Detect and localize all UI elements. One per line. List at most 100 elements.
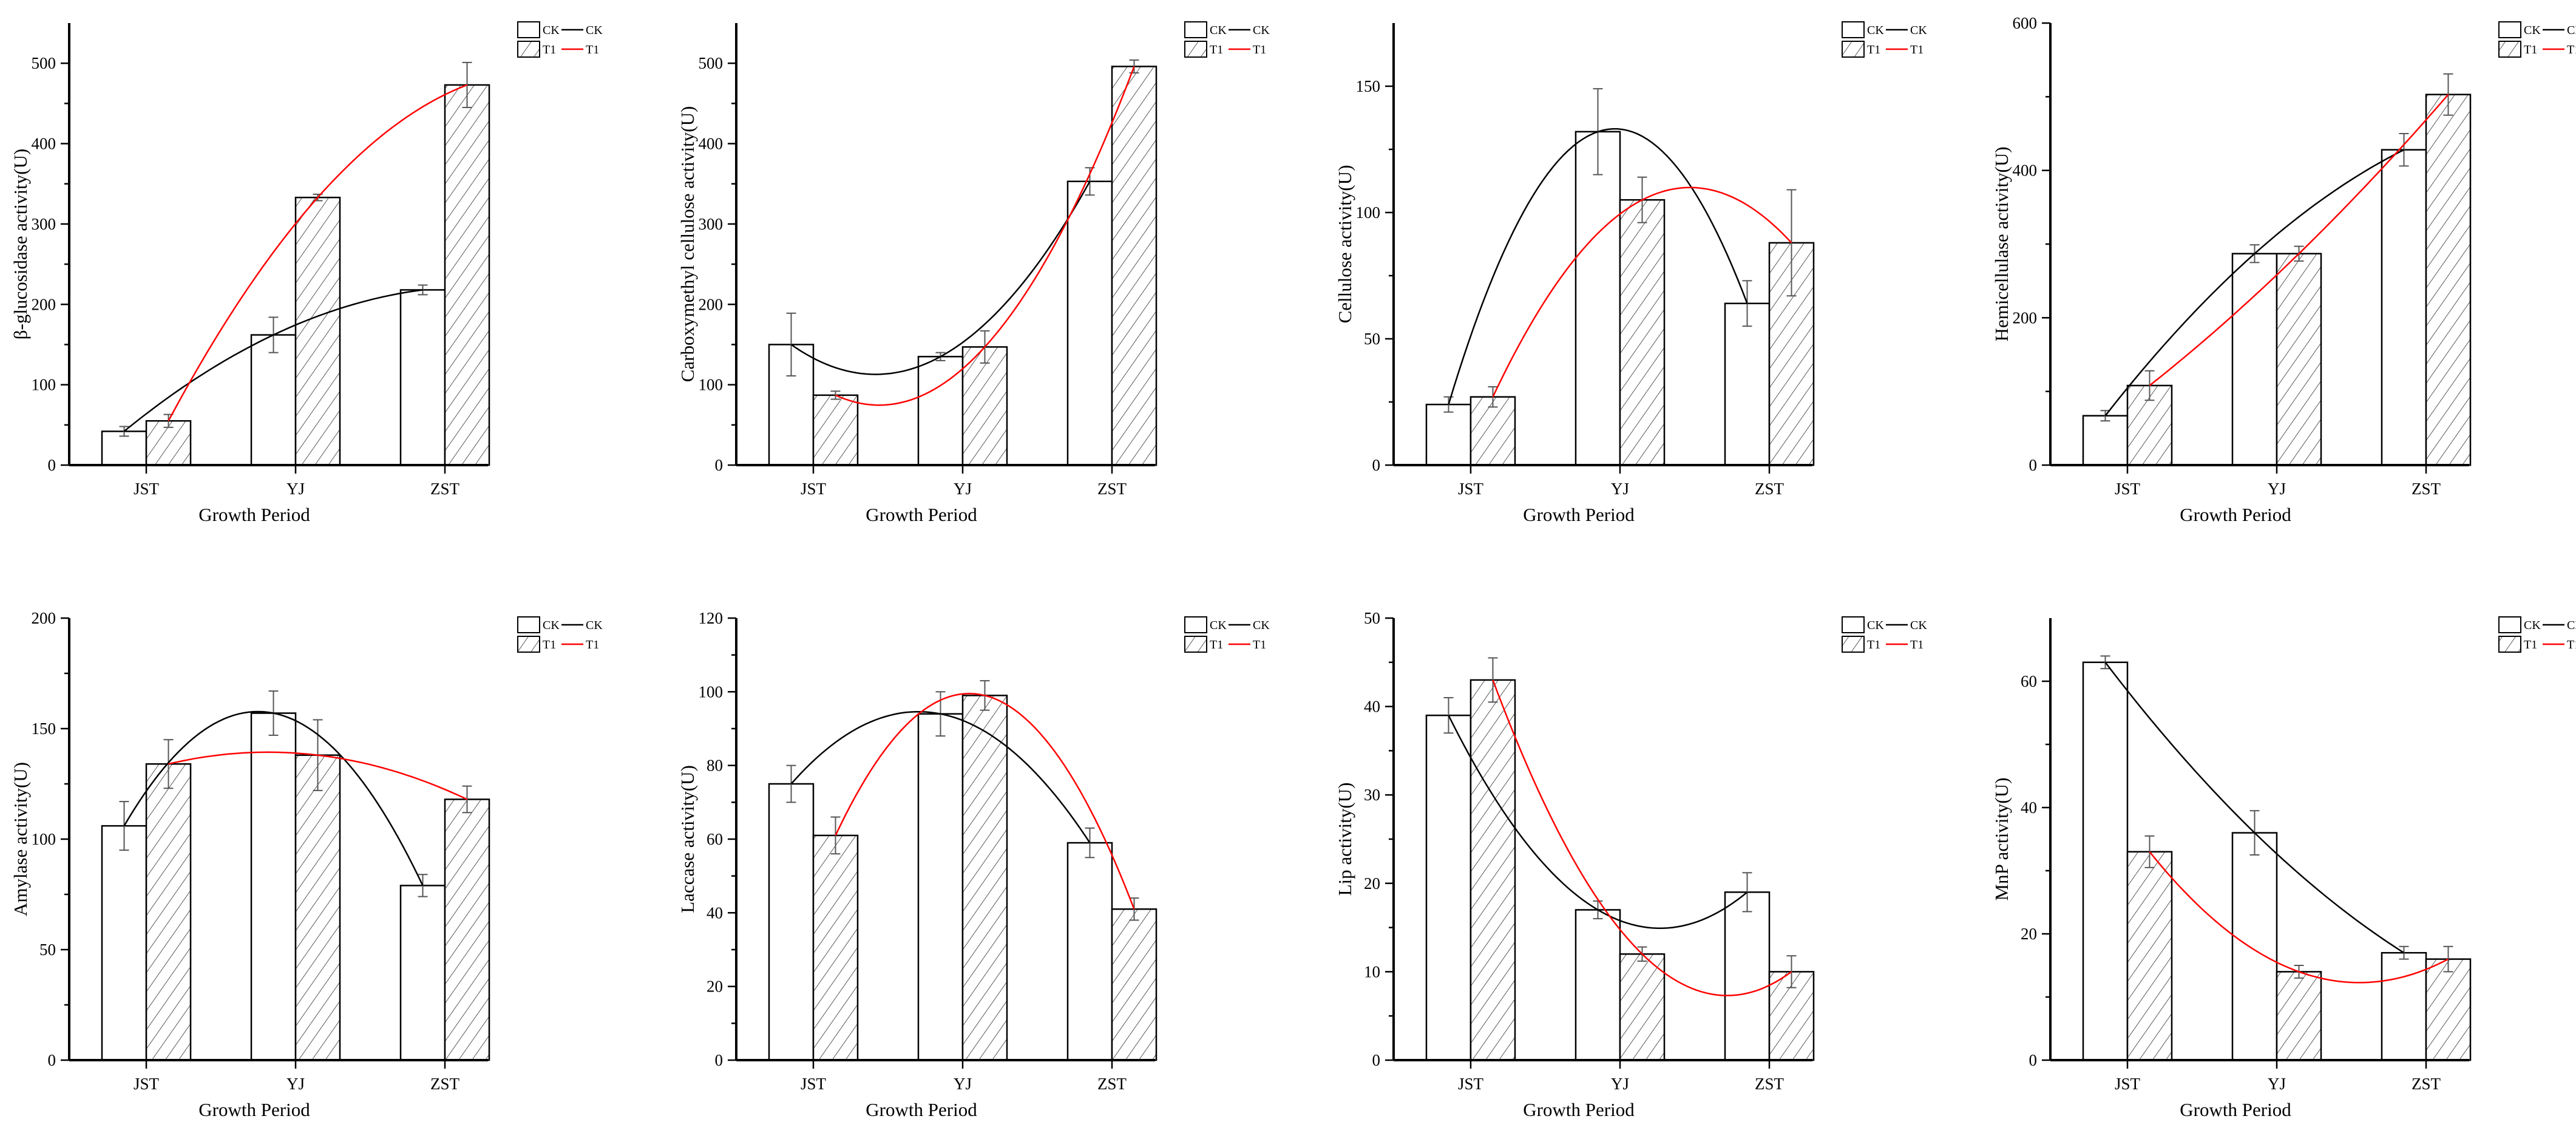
- y-tick-label: 200: [32, 609, 56, 627]
- bar-t1-zst: [1111, 908, 1158, 1061]
- chart-panel-7: 0 20 40 60 JST YJ ZST Growth Period MnP activity…: [1991, 616, 2576, 1120]
- error-bar-ck-zst: [2399, 133, 2409, 167]
- y-tick-label: 20: [1364, 874, 1380, 893]
- y-tick-label: 400: [699, 135, 724, 153]
- bar-t1-zst: [444, 84, 490, 466]
- legend: CK CK T1 T1: [1842, 21, 1927, 58]
- error-bar-t1-jst: [163, 739, 174, 789]
- legend-line-label: T1: [586, 638, 599, 652]
- error-bar-t1-zst: [2443, 73, 2453, 116]
- legend-bar-label: T1: [2524, 638, 2537, 652]
- legend-swatch-t1: [1842, 636, 1865, 653]
- chart-panel-3: 0 200 400 600 JST YJ ZST Growth Period Hemicellu…: [1991, 14, 2576, 525]
- x-axis-label: Growth Period: [1523, 504, 1635, 525]
- legend-line-label: CK: [1253, 619, 1270, 632]
- y-tick-label: 10: [1364, 962, 1380, 981]
- x-tick-label: JST: [134, 480, 160, 498]
- bar-t1-zst: [2425, 958, 2472, 1061]
- legend-bar-label: T1: [1210, 43, 1223, 56]
- bar-ck-zst: [1066, 180, 1113, 466]
- bar-ck-yj: [1574, 131, 1621, 466]
- legend-bar-label: CK: [1867, 24, 1884, 37]
- legend-line-label: CK: [2567, 619, 2576, 632]
- bar-t1-yj: [294, 754, 341, 1061]
- y-tick-label: 0: [48, 1051, 56, 1069]
- legend-bar-label: T1: [543, 43, 556, 56]
- y-tick-label: 0: [2029, 1051, 2038, 1069]
- x-axis-label: Growth Period: [866, 504, 977, 525]
- bar-t1-jst: [812, 394, 859, 466]
- bar-ck-yj: [917, 356, 964, 466]
- legend-bar-label: T1: [2524, 43, 2537, 56]
- legend: CK CK T1 T1: [1184, 616, 1270, 653]
- fit-curve-t1: [2149, 851, 2449, 984]
- x-tick-label: YJ: [286, 480, 305, 498]
- bar-t1-yj: [2276, 971, 2322, 1061]
- legend-swatch-ck: [1184, 21, 1207, 38]
- y-tick-label: 60: [707, 830, 723, 848]
- x-tick-label: ZST: [1097, 1075, 1127, 1093]
- chart-panel-6: 0 10 20 30 40 50 JST YJ ZST Growth Period Lip acti…: [1334, 609, 1927, 1120]
- y-tick-label: 100: [699, 682, 724, 701]
- legend-line-label: T1: [1910, 638, 1924, 652]
- legend-bar-label: CK: [543, 24, 560, 37]
- legend-bar-label: T1: [1867, 43, 1880, 56]
- bar-ck-zst: [399, 289, 446, 466]
- bar-t1-zst: [1111, 66, 1158, 466]
- legend-bar-label: CK: [2524, 619, 2541, 632]
- y-tick-label: 0: [1372, 456, 1381, 474]
- chart-panel-2: 0 50 100 150 JST YJ ZST Growth Period Cellulose …: [1334, 21, 1927, 525]
- legend-swatch-t1: [1842, 41, 1865, 58]
- legend-line-label: CK: [586, 619, 603, 632]
- legend: CK CK T1 T1: [517, 21, 603, 58]
- legend-swatch-t1: [517, 636, 540, 653]
- y-axis-label: Laccase activity(U): [677, 765, 698, 913]
- bar-ck-jst: [2082, 661, 2129, 1061]
- fit-curve-ck: [123, 710, 424, 886]
- bar-ck-zst: [1724, 891, 1771, 1061]
- chart-panel-1: 0 100 200 300 400 500 JST YJ ZST Growth Period Car…: [677, 21, 1270, 525]
- bar-ck-yj: [1574, 909, 1621, 1061]
- bar-ck-zst: [2381, 149, 2427, 466]
- fit-curve-ck: [123, 289, 423, 432]
- bar-ck-zst: [2381, 951, 2427, 1061]
- fit-curve-ck: [790, 181, 1091, 375]
- y-tick-label: 200: [32, 295, 56, 313]
- x-tick-label: YJ: [2268, 1075, 2286, 1093]
- legend-line-label: CK: [1910, 619, 1927, 632]
- bar-t1-zst: [444, 798, 490, 1061]
- legend: CK CK T1 T1: [2498, 21, 2576, 58]
- y-axis-label: MnP activity(U): [1991, 778, 2012, 901]
- legend-bar-label: T1: [1867, 638, 1880, 652]
- y-tick-label: 0: [2029, 456, 2038, 474]
- fit-curve-t1: [835, 66, 1135, 406]
- legend-bar-label: CK: [1867, 619, 1884, 632]
- legend-line-label: CK: [2567, 24, 2576, 37]
- y-tick-label: 0: [715, 1051, 724, 1069]
- legend-swatch-t1: [1184, 636, 1207, 653]
- y-axis-label: Carboxymethyl cellulose activity(U): [677, 106, 698, 383]
- y-tick-label: 40: [1364, 698, 1380, 716]
- fit-curve-ck: [1448, 715, 1748, 930]
- y-tick-label: 30: [1364, 786, 1380, 804]
- x-tick-label: ZST: [430, 480, 460, 498]
- fit-curve-t1: [168, 751, 468, 800]
- legend-bar-label: CK: [2524, 24, 2541, 37]
- bar-t1-jst: [2126, 851, 2173, 1061]
- error-bar-t1-zst: [1786, 189, 1797, 297]
- chart-panel-4: 0 50 100 150 200 JST YJ ZST Growth Period Amylase…: [10, 609, 603, 1120]
- chart-panel-5: 0 20 40 60 80 100 120 JST YJ ZST Growth Period Lacc…: [677, 609, 1270, 1120]
- bar-ck-yj: [250, 334, 297, 466]
- legend-bar-label: CK: [543, 619, 560, 632]
- bar-ck-zst: [1724, 302, 1771, 466]
- bar-t1-yj: [2276, 253, 2322, 466]
- y-tick-label: 100: [699, 376, 724, 394]
- x-tick-label: JST: [801, 480, 827, 498]
- x-axis-label: Growth Period: [1523, 1099, 1635, 1120]
- x-tick-label: ZST: [430, 1075, 460, 1093]
- legend-swatch-ck: [517, 21, 540, 38]
- y-tick-label: 0: [48, 456, 56, 474]
- x-tick-label: ZST: [1097, 480, 1127, 498]
- y-axis-label: Lip activity(U): [1334, 783, 1355, 896]
- x-tick-label: JST: [2115, 480, 2141, 498]
